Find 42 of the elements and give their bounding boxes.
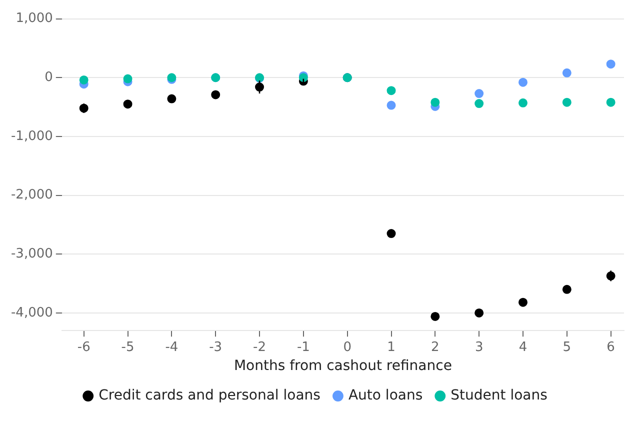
x-tick-label: -2 [253,340,266,355]
point [606,98,616,107]
y-tick-label: -2,000 [10,188,53,203]
x-tick-label: -1 [296,340,310,355]
point [562,284,572,294]
point [562,98,572,107]
point [518,78,528,87]
point [474,89,484,98]
x-tick-label: 4 [518,340,528,355]
y-tick-label: 0 [44,70,53,86]
x-tick-label: 5 [562,340,572,355]
point [386,229,396,238]
point [430,98,440,107]
x-axis-title: Months from cashout refinance [234,358,452,374]
legend-label: Credit cards and personal loans [98,388,320,404]
x-tick-label: 3 [474,340,484,355]
x-tick-label: -5 [121,340,134,355]
point [518,98,528,108]
y-tick-label: 1,000 [16,11,53,26]
point [474,99,484,108]
point [562,68,572,78]
legend-label: Student loans [450,388,548,404]
legend-label: Auto loans [348,388,423,404]
point [386,86,396,96]
point [518,298,528,307]
point [606,60,616,69]
x-tick-label: -4 [165,340,178,355]
y-tick-label: -3,000 [10,246,53,262]
x-tick-label: 0 [343,340,352,355]
point [211,90,220,100]
y-tick-label: -1,000 [10,128,53,144]
x-tick-label: 1 [387,340,396,355]
x-tick-label: 6 [606,340,615,355]
x-tick-label: -3 [209,340,222,355]
point [79,75,88,84]
point [167,94,176,104]
point [386,100,396,110]
point [474,308,484,318]
y-tick-label: -4,000 [10,305,53,320]
x-tick-label: -6 [77,340,90,355]
point [123,74,132,84]
x-tick-label: 2 [431,340,440,355]
